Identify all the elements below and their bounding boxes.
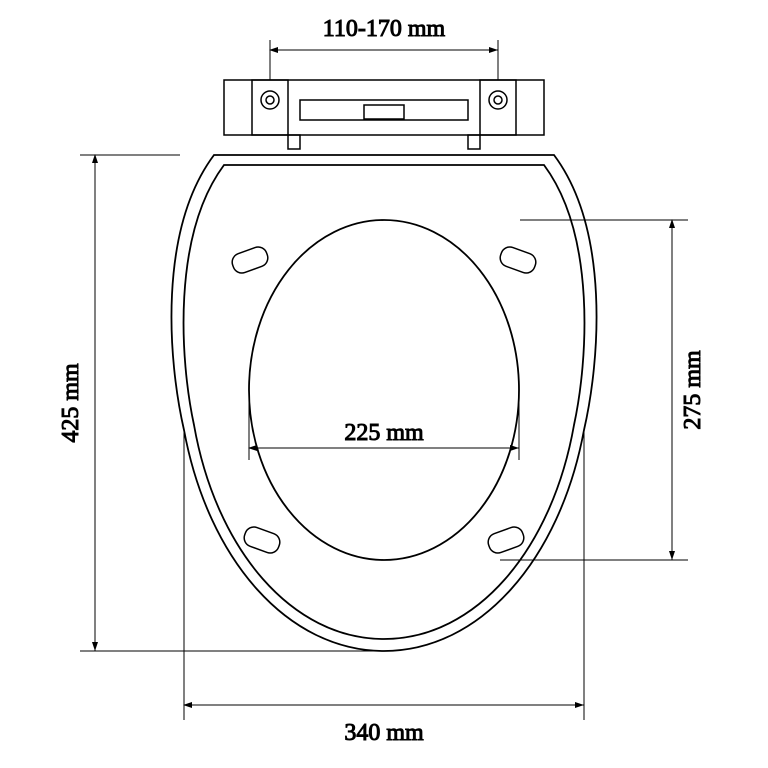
bumpers — [230, 244, 539, 555]
dimensions: 110-170 mm 425 mm 275 mm 225 mm — [58, 16, 706, 746]
hinge-assembly — [224, 80, 544, 149]
dim-hinge-spacing-label: 110-170 mm — [323, 16, 446, 42]
hinge-bolt-right — [480, 80, 516, 135]
dim-inner-width-label: 225 mm — [344, 420, 424, 446]
seat-body — [171, 155, 596, 651]
hinge-bolt-left — [252, 80, 288, 135]
dim-inner-width: 225 mm — [249, 390, 519, 460]
dim-overall-width-label: 340 mm — [344, 720, 424, 746]
dim-overall-width: 340 mm — [184, 430, 584, 746]
dim-overall-height: 425 mm — [58, 155, 384, 651]
dim-inner-height-label: 275 mm — [680, 350, 706, 430]
dim-overall-height-label: 425 mm — [58, 363, 84, 443]
dimension-drawing: 110-170 mm 425 mm 275 mm 225 mm — [0, 0, 768, 768]
dim-hinge-spacing: 110-170 mm — [270, 16, 498, 80]
